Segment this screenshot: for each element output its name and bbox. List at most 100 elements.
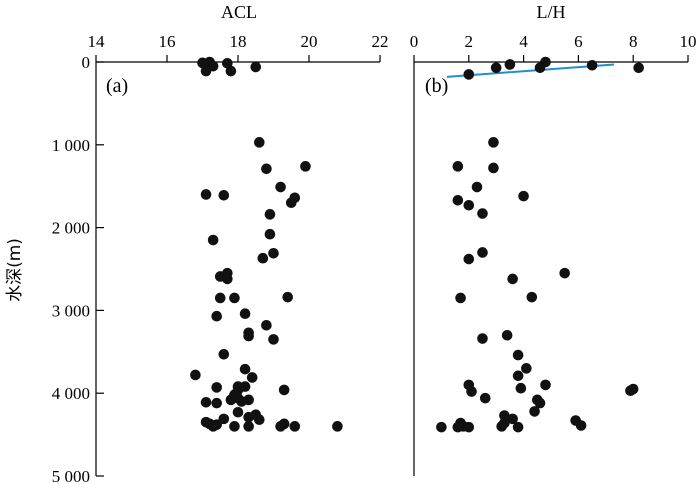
trend-line [446,63,615,78]
data-point [229,292,240,304]
data-point [455,292,466,304]
data-point [239,308,251,320]
y-tick-label: 3 000 [52,301,90,320]
data-point [488,162,499,174]
data-point [207,421,219,432]
data-point [471,181,483,193]
panel-b-x-ticks: 0 2 4 6 8 10 [410,32,697,62]
data-point [264,209,276,220]
data-point [452,161,464,172]
x-tick-label: 16 [159,32,176,51]
data-point [222,273,233,285]
data-point [463,253,475,265]
y-tick-label: 4 000 [52,384,90,403]
data-point [504,59,516,70]
data-point [452,194,464,206]
data-point [282,291,294,303]
x-tick-label: 8 [629,32,638,51]
data-point [463,199,475,211]
x-tick-label: 14 [88,32,106,51]
panel-b: L/H 0 2 4 6 8 10 (b) [410,2,697,476]
panel-a-label: (a) [106,75,128,97]
panel-b-x-axis-title: L/H [537,2,566,22]
data-point [332,421,343,432]
data-point [300,161,311,172]
data-point [586,60,598,71]
data-point [488,137,499,148]
data-point [463,69,475,80]
data-point [243,421,254,432]
data-point [466,386,477,397]
x-tick-label: 18 [230,32,247,51]
x-tick-label: 4 [519,32,528,51]
data-point [264,228,276,240]
data-point [512,421,524,433]
data-point [232,406,244,418]
data-point [499,410,510,421]
x-tick-label: 20 [301,32,318,51]
data-point [268,334,279,345]
x-tick-label: 2 [465,32,474,51]
data-point [507,413,518,425]
data-point [289,421,301,432]
data-point [218,413,230,425]
data-point [250,61,262,73]
data-point [540,379,551,391]
data-point [463,421,475,433]
data-point [200,189,212,200]
data-point [278,384,290,396]
data-point [246,372,258,383]
data-point [261,163,272,175]
data-point [559,267,570,279]
data-point [207,234,219,246]
data-point [243,411,254,423]
data-point [496,421,507,432]
data-point [243,330,254,342]
panel-b-label: (b) [425,75,448,97]
panel-a-x-ticks: 14 16 18 20 22 [88,32,389,62]
data-point [512,370,524,382]
data-point [529,406,540,417]
x-tick-label: 0 [410,32,419,51]
data-point [200,397,212,408]
data-point [211,382,222,393]
data-point [526,291,538,303]
data-point [490,62,502,74]
data-point [257,252,269,264]
data-point [229,421,240,432]
data-point [236,396,247,407]
y-tick-label: 2 000 [52,219,90,238]
data-point [225,65,237,77]
data-point [477,333,488,344]
data-point [518,190,529,202]
panel-b-points [436,56,644,433]
panel-a: ACL 14 16 18 20 22 0 1 000 2 000 3 000 4 000 5 00… [52,2,389,484]
data-point [218,348,230,360]
data-point [512,349,524,361]
data-point [268,247,279,259]
data-point [218,190,230,201]
data-point [261,320,272,331]
data-point [501,329,513,341]
data-point [253,414,265,425]
data-point [211,310,222,322]
x-tick-label: 22 [372,32,389,51]
x-tick-label: 10 [680,32,697,51]
data-point [534,397,546,409]
data-point [285,197,297,209]
data-point [253,137,265,148]
data-point [633,62,644,74]
data-point [275,421,286,432]
data-point [477,247,488,258]
y-tick-label: 0 [82,53,91,72]
data-point [452,421,464,433]
x-tick-label: 6 [574,32,583,51]
panel-b-trend [446,63,615,78]
y-tick-label: 5 000 [52,467,90,484]
data-point [521,363,532,374]
data-point [211,397,222,409]
data-point [479,392,491,404]
data-point [190,369,201,381]
data-point [575,420,587,431]
